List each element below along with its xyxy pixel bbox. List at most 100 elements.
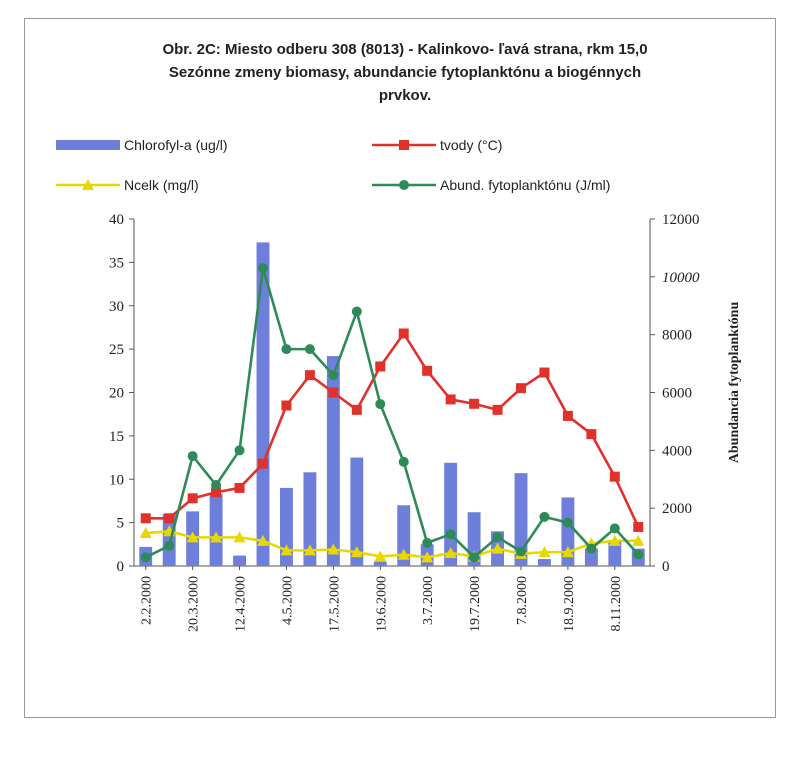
point-abund <box>140 552 151 563</box>
y2-axis-title: Abundancia fytoplanktónu <box>727 302 742 464</box>
point-ncelk <box>608 534 621 546</box>
point-tvody <box>258 458 268 469</box>
point-abund <box>445 529 456 540</box>
y-tick-label: 10 <box>109 472 124 488</box>
series-line-1 <box>145 332 640 528</box>
y-tick-label: 40 <box>109 212 124 228</box>
point-ncelk <box>280 544 293 556</box>
bar-chlorofyl <box>561 497 575 566</box>
point-ncelk <box>491 542 504 554</box>
legend-item-abund: Abund. fytoplanktónu (J/ml) <box>372 177 610 193</box>
y2-tick-label: 10000 <box>662 270 700 286</box>
point-ncelk <box>257 534 269 546</box>
legend-label-ncelk: Ncelk (mg/l) <box>124 177 199 193</box>
legend-item-chlorofyl: Chlorofyl-a (ug/l) <box>56 137 227 153</box>
point-abund <box>164 540 175 551</box>
point-tvody <box>633 521 644 532</box>
x-tick-label: 18.9.2000 <box>562 576 577 632</box>
point-abund <box>539 511 550 522</box>
y-tick-label: 35 <box>109 255 124 271</box>
series-line-2 <box>145 529 639 559</box>
point-tvody <box>609 471 620 482</box>
point-tvody <box>445 394 456 405</box>
y-tick-label: 20 <box>109 386 124 402</box>
point-tvody <box>328 387 339 398</box>
y2-tick-label: 2000 <box>662 501 692 517</box>
point-tvody <box>211 487 222 498</box>
bar-chlorofyl <box>397 505 411 566</box>
point-ncelk <box>350 546 363 558</box>
title-line-1: Obr. 2C: Miesto odberu 308 (8013) - Kali… <box>162 41 648 58</box>
point-tvody <box>304 370 315 381</box>
bar-chlorofyl <box>326 356 340 566</box>
bar-chlorofyl <box>608 539 622 566</box>
point-ncelk <box>186 531 199 543</box>
point-ncelk <box>210 531 223 543</box>
bar-chlorofyl <box>162 513 176 566</box>
y-tick-label: 30 <box>109 299 124 315</box>
bar-chlorofyl <box>209 493 223 566</box>
legend-swatch-tvody <box>372 140 436 150</box>
point-ncelk <box>327 543 340 555</box>
point-abund <box>211 480 222 491</box>
point-tvody <box>351 404 362 415</box>
point-ncelk <box>538 546 551 558</box>
point-abund <box>469 552 480 563</box>
point-abund <box>258 263 268 274</box>
bar-chlorofyl <box>256 242 270 567</box>
point-tvody <box>586 429 597 440</box>
series-line-3 <box>145 266 640 559</box>
point-abund <box>375 399 386 410</box>
chart-frame <box>24 18 776 718</box>
y-tick-label: 0 <box>117 559 125 575</box>
bar-chlorofyl <box>303 472 317 566</box>
point-abund <box>187 451 198 462</box>
point-abund <box>586 543 597 554</box>
title-line-2: Sezónne zmeny biomasy, abundancie fytopl… <box>168 64 642 81</box>
y-tick-label: 25 <box>109 342 124 358</box>
legend-label-chlorofyl: Chlorofyl-a (ug/l) <box>124 137 228 153</box>
x-tick-label: 4.5.2000 <box>280 576 295 625</box>
point-tvody <box>164 513 175 524</box>
point-abund <box>492 532 503 543</box>
point-ncelk <box>444 546 457 558</box>
point-tvody <box>539 367 550 378</box>
point-ncelk <box>374 550 387 562</box>
point-abund <box>304 344 315 355</box>
point-abund <box>609 523 620 534</box>
legend-swatch-ncelk <box>56 179 120 190</box>
point-tvody <box>516 383 526 394</box>
point-ncelk <box>303 544 316 556</box>
x-tick-label: 19.7.2000 <box>468 576 483 632</box>
title-line-3: prvkov. <box>378 87 432 104</box>
bar-chlorofyl <box>538 559 551 566</box>
point-ncelk <box>397 548 410 560</box>
y2-tick-label: 4000 <box>662 443 692 459</box>
point-tvody <box>140 513 151 524</box>
point-abund <box>562 517 573 528</box>
point-abund <box>281 344 292 355</box>
point-ncelk <box>233 531 246 543</box>
point-ncelk <box>139 527 152 539</box>
y2-tick-label: 8000 <box>662 328 692 344</box>
point-tvody <box>187 493 198 504</box>
y2-tick-label: 0 <box>662 559 670 575</box>
bar-chlorofyl <box>373 561 387 566</box>
point-abund <box>328 370 339 381</box>
point-tvody <box>234 482 245 493</box>
y2-tick-label: 6000 <box>662 386 692 402</box>
x-tick-label: 17.5.2000 <box>327 576 342 632</box>
point-tvody <box>469 398 480 409</box>
x-tick-label: 8.11.2000 <box>609 576 624 631</box>
bar-chlorofyl <box>444 462 458 566</box>
x-tick-label: 12.4.2000 <box>234 576 249 632</box>
y2-tick-label: 12000 <box>662 212 700 228</box>
legend-label-tvody: tvody (°C) <box>440 137 503 153</box>
point-abund <box>234 445 245 456</box>
point-tvody <box>562 410 573 421</box>
bar-chlorofyl <box>233 555 246 566</box>
x-tick-label: 3.7.2000 <box>421 576 436 625</box>
y-tick-label: 15 <box>109 429 124 445</box>
legend-label-abund: Abund. fytoplanktónu (J/ml) <box>440 177 611 193</box>
